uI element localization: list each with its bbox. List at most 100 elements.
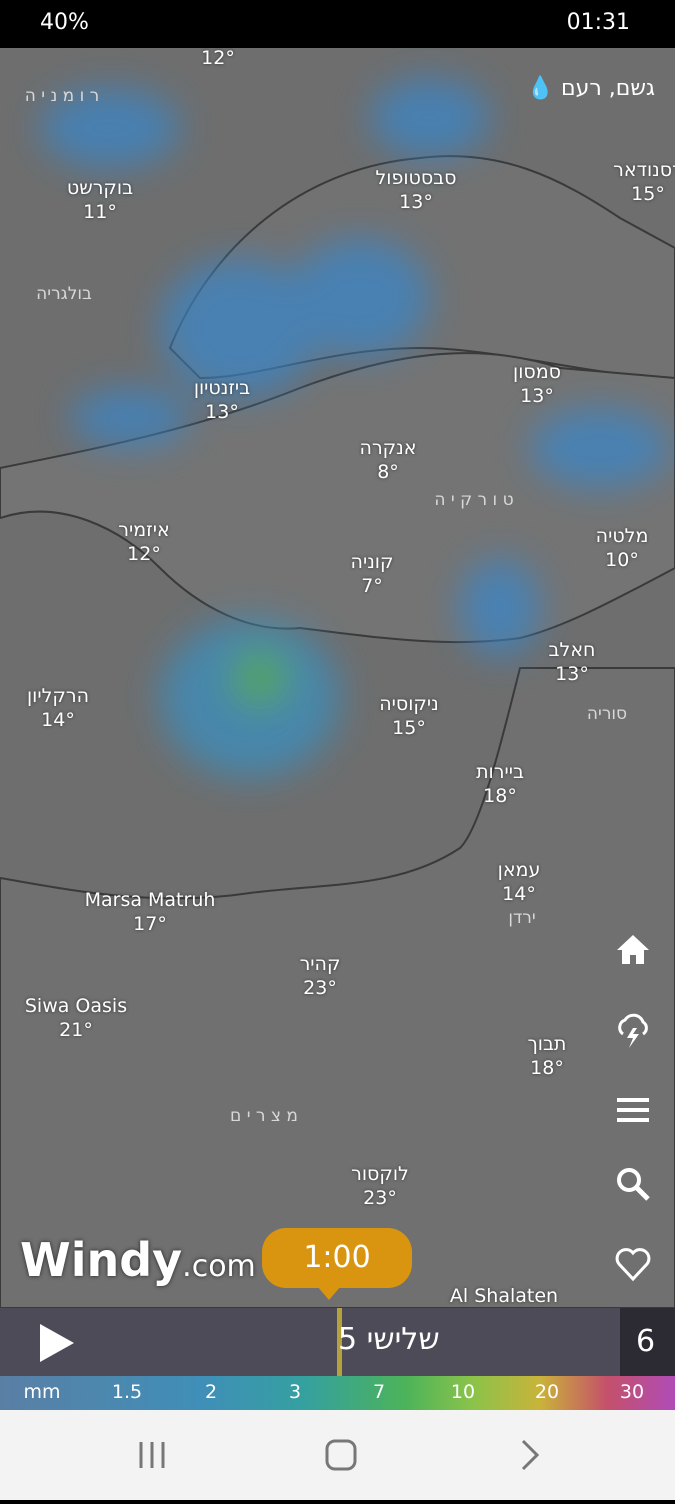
map[interactable]: 💧 גשם, רעם בוקרשט11°סבסטופול13°רסנודאר15… [0, 48, 675, 1308]
legend-label: 2 [204, 1381, 218, 1403]
country-label: ט ו ר ק י ה [434, 490, 514, 510]
time-bubble[interactable]: 1:00 [262, 1228, 412, 1288]
city-name: Al Shalaten [449, 1285, 559, 1307]
back-button[interactable] [521, 1439, 540, 1471]
country-label: ירדן [508, 908, 536, 928]
nav-bar [0, 1410, 675, 1500]
clock: 01:31 [566, 10, 630, 35]
timeline[interactable]: שלישי 5 6 [0, 1308, 675, 1376]
city-temp: 23° [303, 977, 337, 999]
time-pointer [317, 1286, 341, 1300]
map-layer [0, 78, 675, 1308]
play-button[interactable] [36, 1322, 78, 1364]
day-label: שלישי 5 [338, 1322, 440, 1357]
city-temp: 13° [205, 401, 239, 423]
city-label: הרקליון 14° [27, 684, 89, 732]
city-temp: 17° [133, 913, 167, 935]
city-temp: 15° [631, 183, 665, 205]
legend-label: mm [23, 1381, 61, 1403]
country-label: סוריה [586, 704, 628, 724]
city-label: ביירות 18° [476, 760, 524, 808]
city-temp: 23° [363, 1187, 397, 1209]
layer-text: גשם, רעם [560, 76, 655, 101]
city-label: Siwa Oasis 21° [25, 994, 127, 1042]
city-temp: 12° [127, 543, 161, 565]
city-name: סבסטופול [375, 167, 457, 189]
city-label: ביזנטיון 13° [194, 376, 250, 424]
city-label: סבסטופול 13° [376, 166, 457, 214]
city-label: מלטיה 10° [596, 524, 649, 572]
city-temp: 14° [502, 883, 536, 905]
city-label: חאלב 13° [549, 638, 596, 686]
city-name: ביזנטיון [193, 377, 251, 399]
battery: 40% [40, 10, 89, 35]
city-name: איזמיר [118, 519, 170, 541]
city-label: עמאן 14° [498, 858, 541, 906]
nav-icons [139, 1439, 540, 1471]
city-name: סמסון [513, 361, 561, 383]
city-temp: 10° [605, 549, 639, 571]
city-name: בוקרשט [66, 177, 134, 199]
status-bar: 40% 01:31 [0, 0, 675, 48]
city-label: סמסון 13° [513, 360, 561, 408]
country-label: ר ו מ נ י ה [24, 86, 100, 106]
city-label: Al Shalaten26° [450, 1284, 558, 1308]
logo-brand: Windy [20, 1233, 183, 1287]
favorite-button[interactable] [613, 1244, 653, 1284]
legend-label: 10 [450, 1381, 476, 1403]
logo-suffix: .com [182, 1249, 256, 1284]
city-label: רסנודאר15° [613, 158, 675, 206]
home-nav-button[interactable] [325, 1439, 357, 1471]
time-cursor [337, 1308, 342, 1376]
city-temp: 18° [483, 785, 517, 807]
city-name: Siwa Oasis [24, 995, 128, 1017]
city-label: קוניה 7° [351, 550, 394, 598]
recent-button[interactable] [139, 1442, 165, 1468]
legend: mm 1.5 2 3 7 10 20 30 [0, 1376, 675, 1410]
city-label: Marsa Matruh 17° [85, 888, 216, 936]
city-name: תבוך [527, 1033, 567, 1055]
city-name: עמאן [497, 859, 541, 881]
city-label: איזמיר 12° [118, 518, 169, 566]
city-temp: 13° [520, 385, 554, 407]
legend-label: 20 [534, 1381, 560, 1403]
search-button[interactable] [613, 1164, 653, 1204]
city-temp: 13° [555, 663, 589, 685]
city-temp: 14° [41, 709, 75, 731]
city-name: קהיר [299, 953, 341, 975]
city-name: ביירות [476, 761, 524, 783]
city-name: ניקוסיה [379, 693, 439, 715]
city-name: אנקרה [359, 437, 417, 459]
legend-label: 7 [372, 1381, 386, 1403]
city-name: Marsa Matruh [84, 889, 216, 911]
city-temp: 11° [83, 201, 117, 223]
city-temp: 13° [399, 191, 433, 213]
layer-label[interactable]: 💧 גשם, רעם [526, 76, 655, 101]
city-label: אנקרה 8° [360, 436, 417, 484]
city-name: מלטיה [595, 525, 649, 547]
legend-label: 1.5 [111, 1381, 143, 1403]
home-button[interactable] [613, 930, 653, 970]
city-label: בוקרשט 11° [67, 176, 133, 224]
city-label: קהיר 23° [300, 952, 341, 1000]
thunder-button[interactable] [613, 1010, 653, 1050]
city-name: לוקסור [351, 1163, 409, 1185]
menu-button[interactable] [613, 1090, 653, 1130]
legend-label: 30 [619, 1381, 645, 1403]
city-name: קוניה [350, 551, 394, 573]
city-temp: 8° [377, 461, 399, 483]
city-temp: 12° [201, 48, 235, 69]
legend-label: 3 [288, 1381, 302, 1403]
city-label: ניקוסיה 15° [379, 692, 439, 740]
city-name: חאלב [548, 639, 596, 661]
windy-logo: Windy.com [20, 1233, 256, 1287]
city-name: רסנודאר [613, 159, 675, 181]
next-day[interactable]: 6 [620, 1308, 675, 1376]
country-label: מ צ ר י ם [230, 1106, 298, 1126]
city-label: לוקסור 23° [351, 1162, 409, 1210]
country-label: בולגריה [36, 284, 92, 304]
city-temp: 15° [392, 717, 426, 739]
city-label: תבוך 18° [528, 1032, 567, 1080]
city-name: הרקליון [26, 685, 90, 707]
